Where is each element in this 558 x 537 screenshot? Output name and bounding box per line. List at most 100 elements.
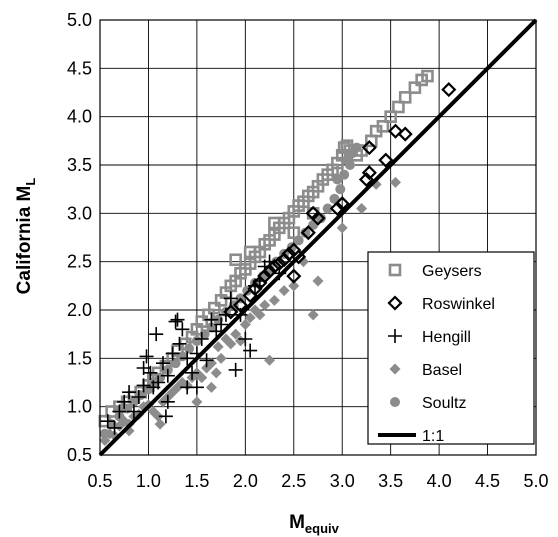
data-point bbox=[264, 354, 276, 366]
data-point bbox=[230, 328, 242, 340]
legend-label: Geysers bbox=[422, 263, 482, 280]
legend-label: Soultz bbox=[422, 395, 466, 412]
data-point bbox=[136, 378, 151, 393]
data-point bbox=[223, 304, 239, 320]
data-point bbox=[228, 362, 243, 377]
data-point bbox=[160, 368, 175, 383]
y-tick-label: 5.0 bbox=[67, 10, 92, 30]
y-tick-label: 2.5 bbox=[67, 252, 92, 272]
plot-area-border bbox=[99, 19, 537, 456]
data-point bbox=[257, 268, 273, 284]
data-point bbox=[397, 126, 413, 142]
data-point bbox=[229, 253, 242, 267]
x-tick-labels: 0.5 1.0 1.5 2.0 2.5 3.0 3.5 4.0 4.5 5.0 bbox=[87, 471, 548, 491]
data-point bbox=[165, 346, 180, 361]
legend-marker bbox=[387, 295, 403, 311]
data-point bbox=[112, 404, 127, 419]
data-point bbox=[185, 365, 200, 380]
series-basel bbox=[99, 176, 402, 446]
data-point bbox=[159, 359, 173, 373]
x-tick-label: 4.0 bbox=[427, 471, 452, 491]
data-point bbox=[334, 196, 350, 212]
data-point bbox=[199, 353, 214, 368]
y-tick-labels: 0.5 1.0 1.5 2.0 2.5 3.0 3.5 4.0 4.5 5.0 bbox=[67, 10, 92, 465]
data-point bbox=[238, 332, 253, 346]
legend-marker bbox=[390, 397, 400, 407]
y-tick-label: 1.0 bbox=[67, 397, 92, 417]
data-point bbox=[195, 315, 209, 328]
data-point bbox=[99, 435, 111, 446]
data-point bbox=[271, 256, 287, 272]
data-point bbox=[196, 372, 208, 384]
data-point bbox=[215, 352, 227, 364]
legend-marker bbox=[389, 363, 401, 375]
data-point bbox=[356, 203, 368, 214]
data-point bbox=[168, 314, 183, 329]
data-point bbox=[254, 309, 266, 321]
data-point bbox=[126, 404, 141, 419]
data-point bbox=[175, 322, 190, 337]
data-point bbox=[191, 396, 203, 408]
data-point bbox=[335, 184, 346, 195]
x-tick-label: 0.5 bbox=[87, 471, 112, 491]
y-tick-label: 4.5 bbox=[67, 58, 92, 78]
x-tick-label: 5.0 bbox=[523, 471, 548, 491]
data-point bbox=[170, 312, 185, 327]
data-point bbox=[131, 390, 146, 404]
legend-label: 1:1 bbox=[422, 428, 444, 445]
data-point bbox=[139, 349, 154, 364]
data-point bbox=[214, 317, 229, 332]
data-point bbox=[172, 336, 187, 351]
data-point bbox=[155, 356, 170, 371]
data-point bbox=[180, 380, 195, 395]
data-point bbox=[329, 193, 340, 204]
y-tick-label: 1.5 bbox=[67, 348, 92, 368]
data-point bbox=[329, 200, 345, 217]
data-point bbox=[152, 410, 164, 422]
y-tick-label: 3.5 bbox=[67, 155, 92, 175]
data-point bbox=[408, 81, 422, 94]
data-point bbox=[278, 285, 290, 297]
data-point bbox=[336, 222, 348, 234]
data-point bbox=[122, 385, 137, 400]
x-tick-label: 1.5 bbox=[184, 471, 209, 491]
data-points bbox=[98, 69, 457, 446]
data-point bbox=[307, 309, 319, 321]
data-point bbox=[281, 246, 297, 262]
legend-label: Roswinkel bbox=[422, 296, 495, 313]
data-point bbox=[387, 123, 404, 139]
data-point bbox=[288, 280, 300, 292]
data-point bbox=[421, 69, 434, 83]
data-point bbox=[212, 341, 224, 353]
x-tick-label: 1.0 bbox=[136, 471, 161, 491]
data-point bbox=[243, 245, 257, 259]
data-point bbox=[208, 301, 221, 315]
data-point bbox=[243, 343, 258, 358]
data-point bbox=[268, 294, 280, 306]
data-point bbox=[392, 100, 405, 114]
y-tick-label: 4.0 bbox=[67, 107, 92, 127]
x-tick-label: 2.5 bbox=[281, 471, 306, 491]
data-point bbox=[261, 263, 278, 279]
x-tick-label: 3.5 bbox=[378, 471, 403, 491]
data-point bbox=[376, 120, 390, 133]
data-point bbox=[297, 256, 309, 268]
data-point bbox=[441, 82, 457, 98]
data-point bbox=[266, 258, 282, 275]
data-point bbox=[268, 216, 281, 230]
data-point bbox=[310, 210, 326, 226]
data-point bbox=[286, 268, 302, 284]
data-point bbox=[210, 367, 222, 379]
data-point bbox=[361, 140, 377, 156]
data-point bbox=[332, 174, 343, 185]
data-point bbox=[136, 361, 151, 375]
data-point bbox=[234, 335, 246, 347]
data-point bbox=[225, 338, 237, 350]
data-point bbox=[180, 351, 195, 366]
data-point bbox=[312, 275, 324, 287]
data-point bbox=[149, 327, 164, 342]
data-point bbox=[107, 420, 122, 435]
data-point bbox=[154, 418, 166, 430]
data-point bbox=[151, 375, 166, 390]
